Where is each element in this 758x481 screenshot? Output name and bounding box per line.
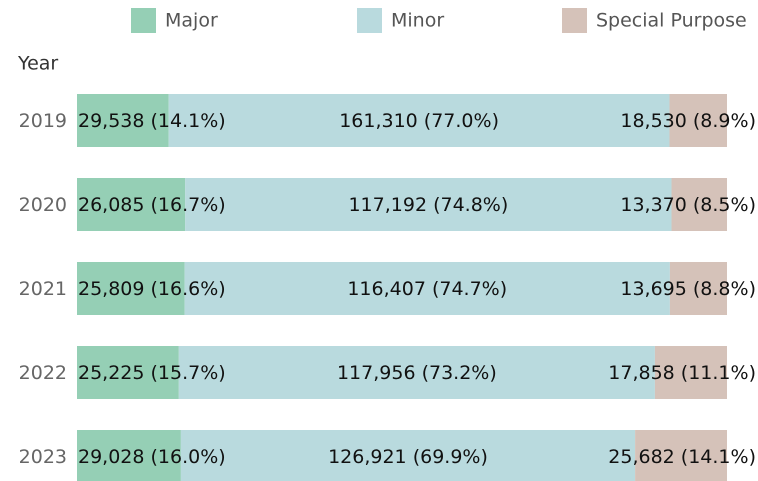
y-tick-label: 2021 [19, 278, 67, 300]
value-label: 25,225 (15.7%) [78, 362, 226, 384]
y-tick-label: 2022 [19, 362, 67, 384]
bar-segment [77, 94, 169, 147]
value-label: 116,407 (74.7%) [347, 278, 507, 300]
y-tick-label: 2023 [19, 446, 67, 468]
bar-segment [77, 178, 186, 231]
value-label: 26,085 (16.7%) [78, 194, 226, 216]
legend-swatch [131, 8, 156, 33]
bar-segment [77, 262, 185, 315]
legend-swatch [357, 8, 382, 33]
bar-segment [180, 430, 636, 481]
bar-segment [669, 262, 727, 315]
legend-swatch [562, 8, 587, 33]
y-axis-title: Year [17, 53, 58, 75]
bar-segment [671, 178, 727, 231]
y-tick-label: 2019 [19, 110, 67, 132]
bar-segment [654, 346, 727, 399]
bar-segment [635, 430, 727, 481]
value-label: 25,809 (16.6%) [78, 278, 226, 300]
value-label: 117,192 (74.8%) [348, 194, 508, 216]
value-label: 13,370 (8.5%) [620, 194, 756, 216]
value-label: 126,921 (69.9%) [328, 446, 488, 468]
bar-segment [77, 346, 179, 399]
value-label: 117,956 (73.2%) [337, 362, 497, 384]
value-label: 161,310 (77.0%) [339, 110, 499, 132]
value-label: 18,530 (8.9%) [620, 110, 756, 132]
bar-segment [669, 94, 727, 147]
value-label: 29,538 (14.1%) [78, 110, 226, 132]
y-tick-label: 2020 [19, 194, 67, 216]
bar-segment [185, 178, 672, 231]
bar-segment [168, 94, 670, 147]
value-label: 25,682 (14.1%) [608, 446, 756, 468]
bar-segment [178, 346, 655, 399]
bar-segment [184, 262, 670, 315]
legend-label: Minor [391, 10, 444, 32]
legend-label: Major [165, 10, 218, 32]
value-label: 17,858 (11.1%) [608, 362, 756, 384]
value-label: 13,695 (8.8%) [620, 278, 756, 300]
legend-label: Special Purpose [596, 10, 747, 32]
bar-segment [77, 430, 181, 481]
value-label: 29,028 (16.0%) [78, 446, 226, 468]
